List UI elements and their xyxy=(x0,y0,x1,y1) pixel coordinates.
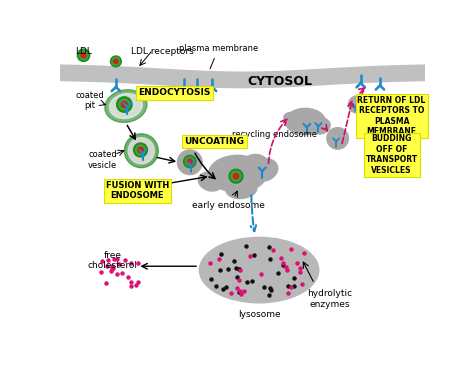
Text: lysosome: lysosome xyxy=(238,310,281,319)
Text: early endosome: early endosome xyxy=(192,201,265,210)
Ellipse shape xyxy=(177,150,202,175)
Ellipse shape xyxy=(311,118,330,134)
Polygon shape xyxy=(61,65,425,87)
Ellipse shape xyxy=(327,128,348,149)
Circle shape xyxy=(121,101,128,107)
Text: CYTOSOL: CYTOSOL xyxy=(247,75,312,88)
Text: RETURN OF LDL
RECEPTORS TO
PLASMA
MEMBRANE: RETURN OF LDL RECEPTORS TO PLASMA MEMBRA… xyxy=(357,96,426,136)
Ellipse shape xyxy=(246,155,268,170)
Ellipse shape xyxy=(105,90,147,123)
Ellipse shape xyxy=(284,113,299,124)
Text: LDL: LDL xyxy=(75,47,92,56)
Circle shape xyxy=(112,58,120,65)
Ellipse shape xyxy=(128,138,155,164)
Text: ENDOCYTOSIS: ENDOCYTOSIS xyxy=(138,89,210,98)
Circle shape xyxy=(183,155,196,168)
Ellipse shape xyxy=(109,93,142,118)
Ellipse shape xyxy=(124,134,158,168)
Circle shape xyxy=(110,56,121,67)
Text: FUSION WITH
ENDOSOME: FUSION WITH ENDOSOME xyxy=(106,181,169,201)
Circle shape xyxy=(185,157,194,166)
Ellipse shape xyxy=(285,108,325,135)
Circle shape xyxy=(114,59,118,64)
Circle shape xyxy=(81,53,86,58)
Text: LDL receptors: LDL receptors xyxy=(131,47,193,56)
Circle shape xyxy=(187,159,192,164)
Text: coated
pit: coated pit xyxy=(75,91,104,110)
Ellipse shape xyxy=(209,155,266,192)
Circle shape xyxy=(231,171,241,181)
Circle shape xyxy=(138,147,143,153)
Ellipse shape xyxy=(200,238,319,303)
Circle shape xyxy=(134,143,147,157)
Text: plasma membrane: plasma membrane xyxy=(179,44,258,69)
Ellipse shape xyxy=(199,172,223,191)
Text: free
cholesterol: free cholesterol xyxy=(88,251,138,270)
Circle shape xyxy=(117,97,132,112)
Circle shape xyxy=(229,169,243,183)
Ellipse shape xyxy=(251,159,278,181)
Text: UNCOATING: UNCOATING xyxy=(184,137,245,146)
Circle shape xyxy=(79,51,88,60)
Circle shape xyxy=(119,99,130,110)
Circle shape xyxy=(77,49,90,61)
Ellipse shape xyxy=(226,180,257,199)
Text: recycling endosome: recycling endosome xyxy=(232,130,317,139)
Text: hydrolytic
enzymes: hydrolytic enzymes xyxy=(307,289,353,309)
Text: coated
vesicle: coated vesicle xyxy=(88,150,118,170)
Circle shape xyxy=(233,173,239,179)
Ellipse shape xyxy=(348,96,365,113)
Text: BUDDING
OFF OF
TRANSPORT
VESICLES: BUDDING OFF OF TRANSPORT VESICLES xyxy=(365,135,418,175)
Circle shape xyxy=(136,145,146,155)
